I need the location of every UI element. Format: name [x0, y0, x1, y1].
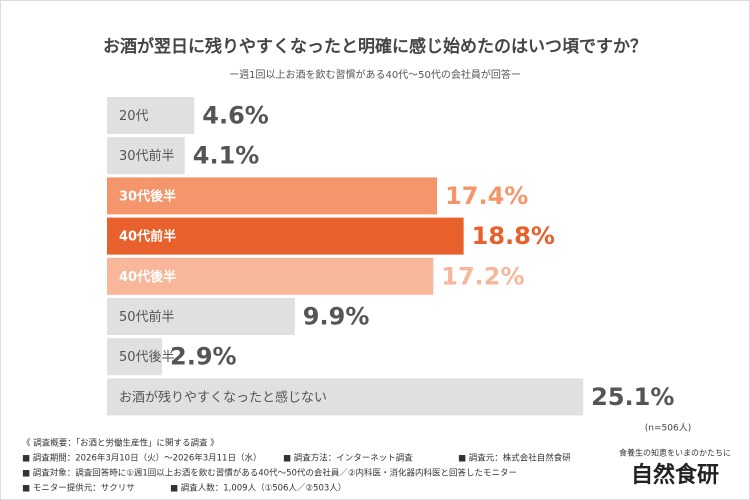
value-label: 2.9%: [170, 343, 237, 371]
bar: [107, 378, 584, 416]
category-label: お酒が残りやすくなったと感じない: [119, 389, 327, 405]
chart-title: お酒が翌日に残りやすくなったと明確に感じ始めたのはいつ頃ですか？: [103, 36, 647, 57]
bar: [107, 257, 434, 295]
value-label: 17.2%: [441, 262, 524, 290]
category-label: 40代前半: [119, 229, 176, 245]
value-label: 18.8%: [472, 222, 555, 250]
footer-item: ■ 調査期間：2026年3月10日（火）～2026年3月11日（水）: [22, 453, 261, 464]
bar: [107, 97, 195, 134]
category-label: 20代: [119, 109, 149, 124]
bar: [107, 177, 438, 215]
value-label: 9.9%: [303, 303, 370, 331]
value-label: 4.6%: [202, 102, 269, 130]
value-label: 4.1%: [193, 142, 260, 170]
footer-item: ■ 調査人数：1,009人（①506人／②503人）: [170, 483, 346, 494]
footer-heading: 《 調査概要：「お酒と労働生産性」に関する調査 》: [22, 438, 219, 449]
brand-name: 自然食研: [631, 462, 719, 488]
category-label: 50代前半: [119, 309, 175, 325]
footer-item: ■ モニター提供元：サクリサ: [22, 483, 135, 494]
sample-note: (n=506人): [645, 423, 691, 434]
bar: [107, 338, 163, 376]
footer-item: ■ 調査対象：調査回答時に①週1回以上お酒を飲む習慣がある40代～50代の会社員…: [22, 468, 517, 479]
category-label: 30代後半: [119, 188, 176, 204]
bar: [107, 137, 185, 175]
chart-subtitle: ー週1回以上お酒を飲む習慣がある40代～50代の会社員が回答ー: [229, 68, 521, 81]
bar: [107, 298, 295, 335]
value-label: 17.4%: [445, 182, 528, 210]
brand-tagline: 食養生の知恵をいまのかたちに: [619, 448, 731, 458]
category-label: 30代前半: [119, 148, 175, 164]
footer-item: ■ 調査元：株式会社自然食研: [458, 453, 571, 464]
footer-item: ■ 調査方法：インターネット調査: [283, 453, 413, 464]
category-label: 50代後半: [119, 350, 175, 365]
value-label: 25.1%: [591, 383, 674, 411]
bar: [107, 217, 464, 255]
category-label: 40代後半: [119, 269, 176, 285]
footer: 《 調査概要：「お酒と労働生産性」に関する調査 》 ■ 調査期間：2026年3月…: [22, 438, 571, 494]
